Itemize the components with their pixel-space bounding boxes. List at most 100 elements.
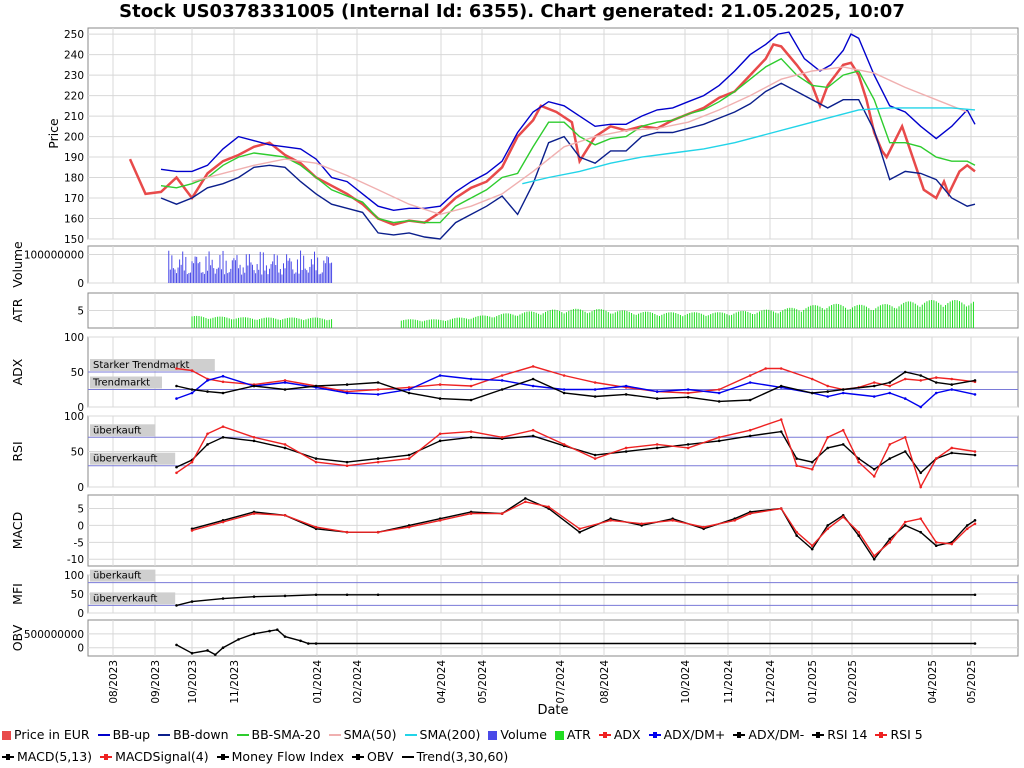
series-point: [686, 443, 690, 446]
series-point: [190, 529, 194, 532]
legend-item: MACDSignal(4): [100, 746, 209, 768]
series-point: [407, 525, 411, 529]
series-point: [562, 388, 566, 391]
series-point: [919, 379, 923, 382]
series-point: [531, 434, 535, 438]
rsi-ref-label: überverkauft: [93, 454, 158, 465]
adx-ytick-label: 50: [71, 367, 84, 379]
x-tick-label: 04/2024: [436, 660, 448, 704]
price-ytick-label: 170: [64, 193, 84, 205]
legend-line: [598, 732, 611, 738]
series-point: [376, 388, 380, 391]
series-point: [345, 593, 349, 597]
series-point: [903, 524, 907, 527]
series-point: [702, 525, 705, 529]
series-point: [578, 527, 581, 531]
series-point: [593, 457, 597, 460]
legend-swatch: [554, 731, 564, 740]
series-obv: [176, 628, 975, 656]
legend-item: ATR: [554, 724, 591, 746]
series-point: [764, 367, 767, 370]
series-rsi-5: [176, 418, 976, 489]
series-point: [593, 395, 597, 398]
series-point: [624, 393, 628, 396]
series-point: [655, 443, 659, 446]
price-ytick-label: 240: [64, 50, 84, 62]
series-point: [438, 432, 442, 436]
legend-label: SMA(200): [419, 727, 481, 742]
series-point: [919, 374, 923, 377]
series-point: [934, 381, 938, 384]
series-point: [888, 384, 892, 388]
legend-label: RSI 14: [827, 727, 868, 742]
price-ytick-label: 220: [64, 91, 84, 103]
series-point: [190, 460, 194, 464]
legend-label: MACD(5,13): [17, 749, 93, 764]
series-sma-200-: [522, 107, 976, 185]
series-point: [779, 507, 783, 510]
series-point: [717, 436, 721, 439]
adx-ref-label: Trendmarkt: [92, 378, 150, 389]
series-point: [190, 369, 194, 372]
series-point: [190, 600, 194, 603]
series-point: [973, 379, 977, 382]
series-point: [826, 390, 830, 393]
series-point: [562, 443, 566, 446]
price-ytick-label: 180: [64, 173, 84, 185]
price-ytick-label: 230: [64, 70, 84, 82]
legend-label: ADX/DM+: [663, 727, 726, 742]
panel-macd: -10 -5 0 5 MACD: [10, 494, 1019, 567]
series-point: [268, 629, 271, 633]
legend-item: RSI 5: [875, 724, 923, 746]
mfi-ref-label-bg: [90, 569, 156, 582]
series-point: [872, 557, 876, 561]
legend-label: Price in EUR: [14, 727, 90, 742]
series-point: [717, 400, 721, 403]
legend-line: [875, 732, 888, 738]
series-point: [376, 460, 380, 464]
series-point: [872, 467, 876, 471]
series-point: [500, 379, 504, 382]
series-point: [826, 524, 830, 527]
series-point: [857, 530, 861, 534]
series-adx-dm-: [176, 371, 976, 403]
x-tick-label: 08/2023: [108, 660, 120, 704]
legend-line: [328, 734, 341, 736]
series-point: [950, 388, 954, 391]
legend-line: [401, 756, 414, 758]
series-point: [407, 386, 411, 389]
x-tick-label: 01/2024: [312, 660, 324, 704]
series-point: [748, 434, 752, 438]
x-tick-label: 01/2025: [807, 660, 819, 704]
series-point: [531, 377, 535, 381]
series-point: [888, 391, 892, 395]
series-point: [283, 594, 287, 598]
series-point: [345, 383, 349, 386]
series-point: [531, 384, 535, 388]
series-point: [175, 397, 178, 400]
series-point: [950, 542, 954, 546]
series-point: [686, 391, 690, 395]
x-tick-label: 10/2024: [680, 660, 692, 704]
series-point: [252, 436, 256, 439]
series-sma-50-: [191, 66, 968, 216]
series-point: [888, 541, 892, 544]
series-point: [841, 428, 845, 432]
series-point: [175, 384, 178, 388]
series-point: [934, 376, 938, 379]
x-tick-label: 02/2025: [847, 660, 859, 704]
series-point: [903, 450, 907, 453]
series-point: [748, 398, 752, 402]
series-point: [903, 436, 907, 439]
price-ylabel: Price: [46, 118, 61, 149]
rsi-ref-label-bg: [90, 424, 156, 437]
rsi-ref-label: überkauft: [93, 425, 141, 436]
series-point: [376, 457, 380, 460]
series-adx-dm-: [176, 374, 976, 408]
legend-label: OBV: [366, 749, 394, 764]
series-point: [686, 395, 690, 399]
price-ytick-label: 200: [64, 132, 84, 144]
series-point: [407, 391, 411, 395]
series-point: [748, 428, 752, 432]
